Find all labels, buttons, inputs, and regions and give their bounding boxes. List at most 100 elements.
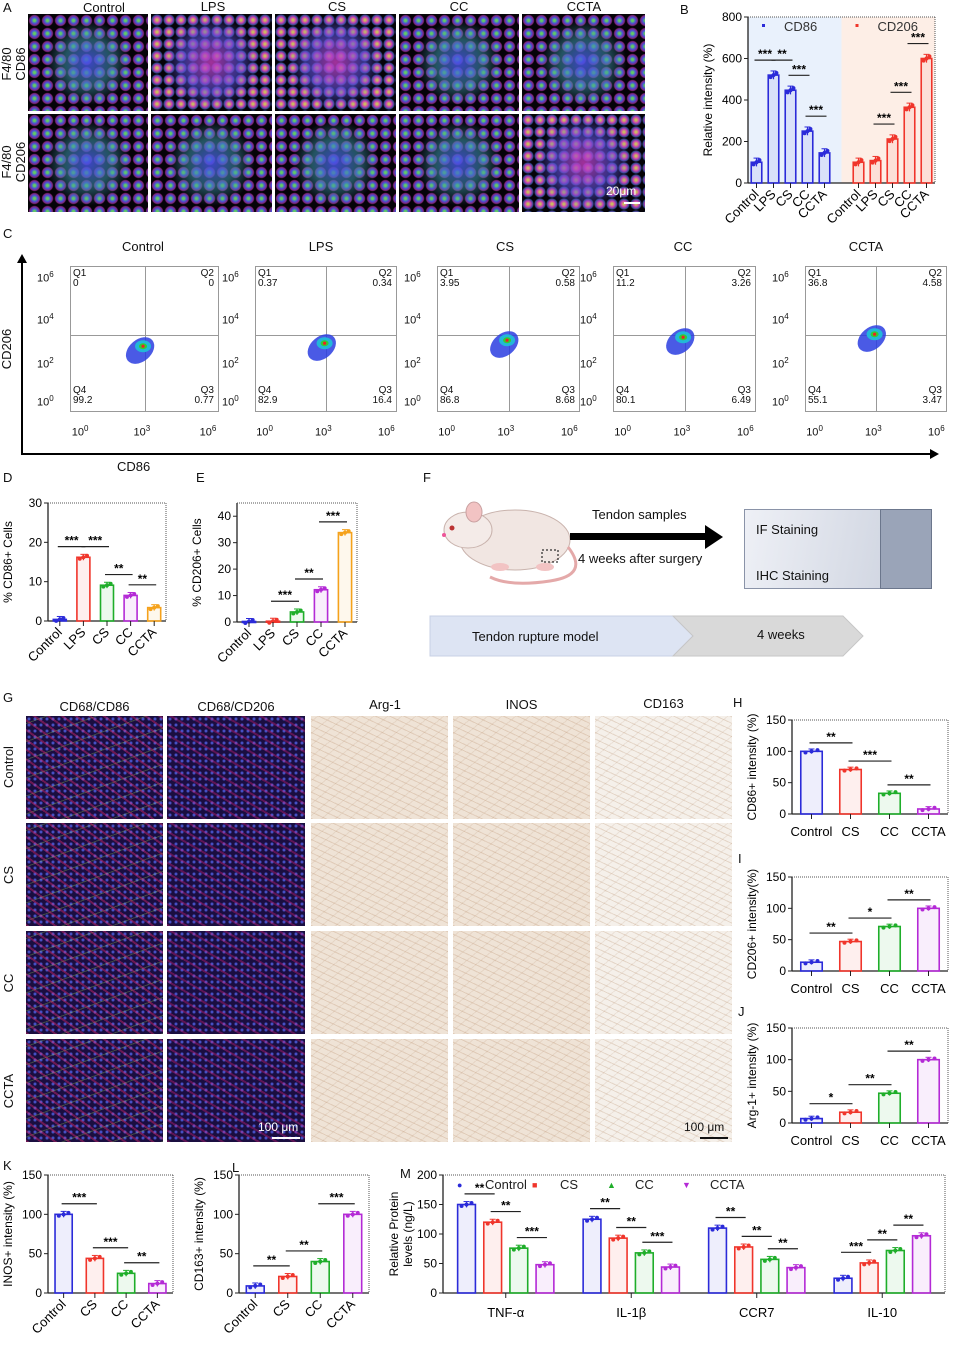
x-tick-label: CC — [880, 824, 899, 839]
x-tick-label: IL-10 — [867, 1305, 897, 1320]
data-point — [774, 71, 779, 76]
data-point — [768, 75, 773, 80]
x-tick-label: CS — [89, 624, 113, 648]
y-axis-label-line: Relative intensity (%) — [701, 44, 715, 157]
bar — [916, 1058, 941, 1124]
tissue-micrograph — [167, 1039, 305, 1142]
data-point — [809, 960, 814, 965]
quadrant-name: Q3 — [737, 385, 751, 396]
arrow-shaft — [570, 533, 710, 540]
tissue-micrograph — [311, 1039, 448, 1142]
y-tick-label: 0 — [779, 807, 786, 821]
bar — [733, 1246, 754, 1294]
data-point — [57, 617, 62, 622]
significance-label: ** — [114, 562, 124, 576]
panel-label-d: D — [3, 470, 13, 485]
bar — [456, 1203, 477, 1294]
quadrant-percent: 0 — [73, 278, 79, 289]
legend-marker: ▼ — [682, 1180, 691, 1190]
quadrant-percent: 3.95 — [440, 278, 460, 289]
x-tick-label: 106 — [378, 424, 395, 439]
data-point — [815, 748, 820, 753]
x-tick-label: 100 — [806, 424, 823, 439]
x-tick-label: 103 — [865, 424, 882, 439]
significance-label: *** — [88, 534, 102, 548]
data-point — [81, 555, 86, 560]
data-point — [793, 1265, 798, 1270]
bar — [660, 1266, 681, 1294]
quadrant-percent: 3.47 — [922, 395, 942, 406]
quadrant-percent: 36.8 — [808, 278, 828, 289]
ihc-staining-label: IHC Staining — [756, 568, 829, 583]
data-point — [350, 1212, 355, 1217]
x-tick-label: CS — [269, 1296, 293, 1320]
significance-label: ** — [878, 1227, 888, 1241]
y-axis-label-line: Relative Protein — [387, 1192, 401, 1277]
micrograph — [151, 14, 272, 111]
y-tick-label: 100 — [22, 1207, 42, 1221]
quadrant-name: Q2 — [928, 268, 942, 279]
data-point — [132, 591, 137, 596]
data-point — [61, 615, 66, 620]
data-point — [345, 1213, 350, 1218]
significance-label: *** — [758, 47, 772, 61]
data-point — [887, 924, 892, 929]
significance-label: ** — [904, 1038, 914, 1052]
y-axis-label-line: Arg-1+ intensity (%) — [745, 1023, 759, 1129]
tick-base: 10 — [772, 396, 785, 409]
y-tick-label: 30 — [29, 496, 43, 510]
tick-exponent: 4 — [592, 312, 597, 321]
data-point — [61, 1212, 66, 1217]
y-tick-label: 50 — [773, 776, 787, 790]
y-tick-label: 104 — [580, 312, 597, 327]
tick-exponent: 2 — [784, 356, 789, 365]
x-tick-label: 103 — [674, 424, 691, 439]
quadrant-label: Q1 36.8 — [808, 269, 835, 289]
tissue-micrograph — [167, 716, 305, 819]
significance-label: ** — [501, 1199, 511, 1213]
tick-exponent: 3 — [685, 424, 691, 433]
quadrant-label: Q4 82.9 — [258, 386, 285, 406]
x-tick-label: CCTA — [323, 1296, 358, 1331]
data-point — [315, 589, 320, 594]
data-point — [647, 1249, 652, 1254]
quadrant-percent: 6.49 — [731, 395, 751, 406]
tick-base: 10 — [71, 426, 84, 439]
data-point — [762, 1258, 767, 1263]
data-point — [926, 1057, 931, 1062]
y-tick-label: 400 — [722, 93, 742, 107]
x-tick-label: 100 — [614, 424, 631, 439]
quadrant-percent: 80.1 — [616, 395, 636, 406]
y-tick-label: 600 — [722, 52, 742, 66]
tick-base: 10 — [404, 272, 417, 285]
data-point — [788, 88, 793, 93]
data-point — [842, 1111, 847, 1116]
significance-label: *** — [809, 103, 823, 117]
x-tick-label: CC — [301, 1297, 325, 1321]
y-tick-label: 30 — [218, 536, 232, 550]
y-tick-label: 200 — [417, 1168, 437, 1182]
tick-base: 10 — [580, 314, 593, 327]
tick-base: 10 — [806, 426, 819, 439]
data-point — [267, 620, 272, 625]
quadrant-label: Q4 80.1 — [616, 386, 643, 406]
data-point — [271, 619, 275, 624]
tick-exponent: 4 — [49, 312, 54, 321]
group-background — [748, 17, 842, 183]
scale-bar-label: 100 μm — [258, 1120, 299, 1134]
bar — [877, 792, 902, 815]
bar — [634, 1252, 655, 1294]
y-axis-label: CD206+ intensity(%) — [745, 869, 759, 979]
tissue-micrograph — [26, 823, 163, 926]
scale-bar-label: 20μm — [606, 184, 637, 198]
tissue-micrograph — [453, 823, 590, 926]
flow-plot-title: LPS — [308, 239, 334, 254]
data-point — [155, 604, 160, 609]
tick-base: 10 — [222, 358, 235, 371]
significance-label: *** — [849, 1239, 863, 1253]
data-point — [313, 1261, 318, 1266]
panel-label-j: J — [738, 1004, 745, 1019]
chart-I: 0 50 100 150 CD206+ intensity(%) Control CS CC C… — [745, 869, 949, 996]
